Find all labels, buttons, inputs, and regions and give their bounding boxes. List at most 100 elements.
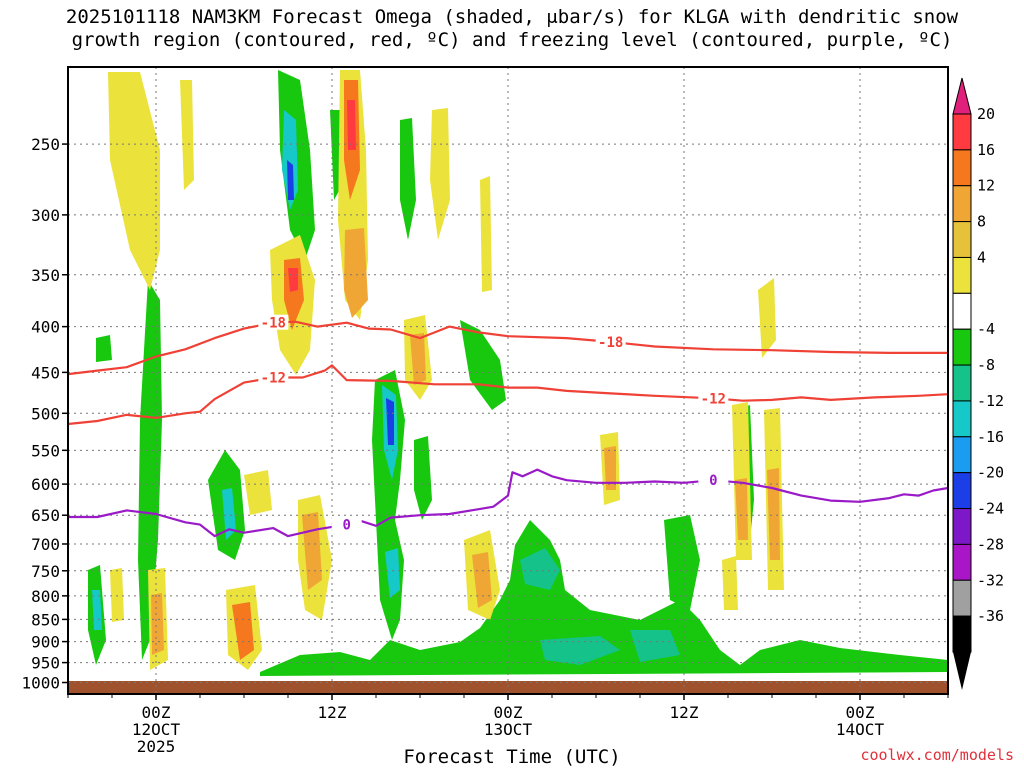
colorbar-label: -36 — [977, 607, 1004, 625]
y-tick-label: 750 — [31, 562, 60, 581]
yellow-upward-region — [767, 468, 780, 560]
title-line-2: growth region (contoured, red, ºC) and f… — [71, 29, 953, 51]
colorbar-top-arrow — [952, 77, 972, 115]
green-streak — [92, 590, 102, 630]
x-tick-label: 2025 — [137, 737, 176, 756]
yellow-upward-region — [288, 268, 298, 292]
y-axis: 250 300 350 400 450 500 550 600 650 700 750 800 850 9… — [21, 135, 68, 693]
yellow-upward-region — [604, 446, 616, 490]
contour-label: -18 — [261, 316, 286, 332]
y-tick-label: 900 — [31, 633, 60, 652]
yellow-upward-region — [180, 80, 194, 190]
green-streak — [400, 118, 416, 240]
y-tick-label: 350 — [31, 266, 60, 285]
colorbar-label: -28 — [977, 535, 1004, 553]
colorbar-label: -24 — [977, 500, 1004, 518]
colorbar-swatch — [952, 328, 972, 366]
yellow-upward-region — [758, 278, 776, 358]
colorbar-label: 8 — [977, 213, 986, 231]
x-tick-label: 13OCT — [484, 720, 533, 739]
y-tick-label: 700 — [31, 535, 60, 554]
colorbar-label: -16 — [977, 428, 1004, 446]
x-tick-label: 12Z — [318, 703, 347, 722]
colorbar-label: 4 — [977, 248, 986, 266]
colorbar-swatch — [952, 256, 972, 294]
yellow-upward-region — [472, 552, 492, 608]
y-tick-label: 800 — [31, 587, 60, 606]
contour-lines: -18 -18 -12 -12 0 0 — [68, 314, 948, 538]
grid — [68, 67, 948, 694]
x-tick-label: 00Z — [494, 703, 523, 722]
contour-line — [68, 468, 948, 538]
yellow-upward-region — [347, 100, 356, 150]
x-tick-label: 12OCT — [132, 720, 181, 739]
green-streak — [460, 320, 506, 410]
colorbar-label: -4 — [977, 320, 995, 338]
low-level-teal-region-2 — [630, 630, 680, 662]
y-tick-label: 1000 — [21, 674, 60, 693]
low-level-teal-region — [540, 636, 620, 665]
watermark: coolwx.com/models — [860, 746, 1014, 764]
colorbar-swatch — [952, 185, 972, 223]
green-streak — [96, 335, 112, 362]
yellow-upward-region — [480, 176, 492, 292]
colorbar-swatch — [952, 615, 972, 653]
y-tick-label: 650 — [31, 506, 60, 525]
colorbar-swatch — [952, 292, 972, 330]
contour-label: 0 — [342, 518, 350, 534]
y-tick-label: 550 — [31, 441, 60, 460]
colorbar: 20 16 12 8 4 -4 -8 -12 -16 -20 -24 -28 -32 -36 — [952, 77, 1004, 690]
y-tick-label: 450 — [31, 363, 60, 382]
colorbar-label: -20 — [977, 464, 1004, 482]
x-tick-label: 14OCT — [836, 720, 885, 739]
x-axis-label: Forecast Time (UTC) — [403, 746, 621, 768]
chart-title: 2025101118 NAM3KM Forecast Omega (shaded… — [0, 6, 1024, 52]
green-streak — [287, 160, 294, 200]
colorbar-swatch — [952, 472, 972, 510]
y-tick-label: 500 — [31, 404, 60, 423]
colorbar-swatch — [952, 400, 972, 438]
yellow-upward-region — [430, 108, 450, 240]
y-tick-label: 850 — [31, 610, 60, 629]
y-tick-label: 300 — [31, 206, 60, 225]
yellow-upward-region — [151, 593, 164, 655]
contour-label-bg — [595, 333, 626, 349]
colorbar-swatch — [952, 436, 972, 474]
yellow-upward-region — [722, 556, 738, 610]
contour-label: -12 — [701, 391, 726, 407]
y-tick-label: 250 — [31, 135, 60, 154]
colorbar-swatch — [952, 508, 972, 545]
colorbar-label: 16 — [977, 141, 995, 159]
colorbar-label: -32 — [977, 571, 1004, 589]
omega-shading — [68, 70, 948, 694]
contour-label-bg — [258, 369, 289, 385]
yellow-upward-region — [244, 470, 272, 515]
contour-label-bg — [698, 472, 729, 488]
colorbar-label: 20 — [977, 105, 995, 123]
contour-line — [68, 320, 948, 376]
colorbar-bottom-arrow — [953, 652, 971, 690]
title-line-1: 2025101118 NAM3KM Forecast Omega (shaded… — [65, 6, 959, 28]
yellow-upward-region — [232, 602, 254, 660]
contour-label: 0 — [709, 473, 717, 489]
ground-strip — [68, 681, 948, 694]
colorbar-swatch — [952, 364, 972, 402]
x-tick-label: 00Z — [846, 703, 875, 722]
colorbar-label: -12 — [977, 392, 1004, 410]
colorbar-label: 12 — [977, 177, 995, 195]
colorbar-label: -8 — [977, 356, 995, 374]
green-streak — [414, 436, 432, 520]
yellow-upward-region — [344, 228, 368, 318]
y-tick-label: 400 — [31, 318, 60, 337]
contour-label-bg — [258, 314, 289, 330]
colorbar-swatch — [952, 149, 972, 187]
colorbar-swatch — [952, 113, 972, 151]
contour-label: -18 — [598, 335, 623, 351]
y-tick-label: 950 — [31, 654, 60, 673]
yellow-upward-region — [110, 568, 124, 622]
mid-level-teal-region — [520, 548, 560, 590]
contour-label-bg — [698, 390, 729, 406]
contour-line — [68, 364, 948, 426]
